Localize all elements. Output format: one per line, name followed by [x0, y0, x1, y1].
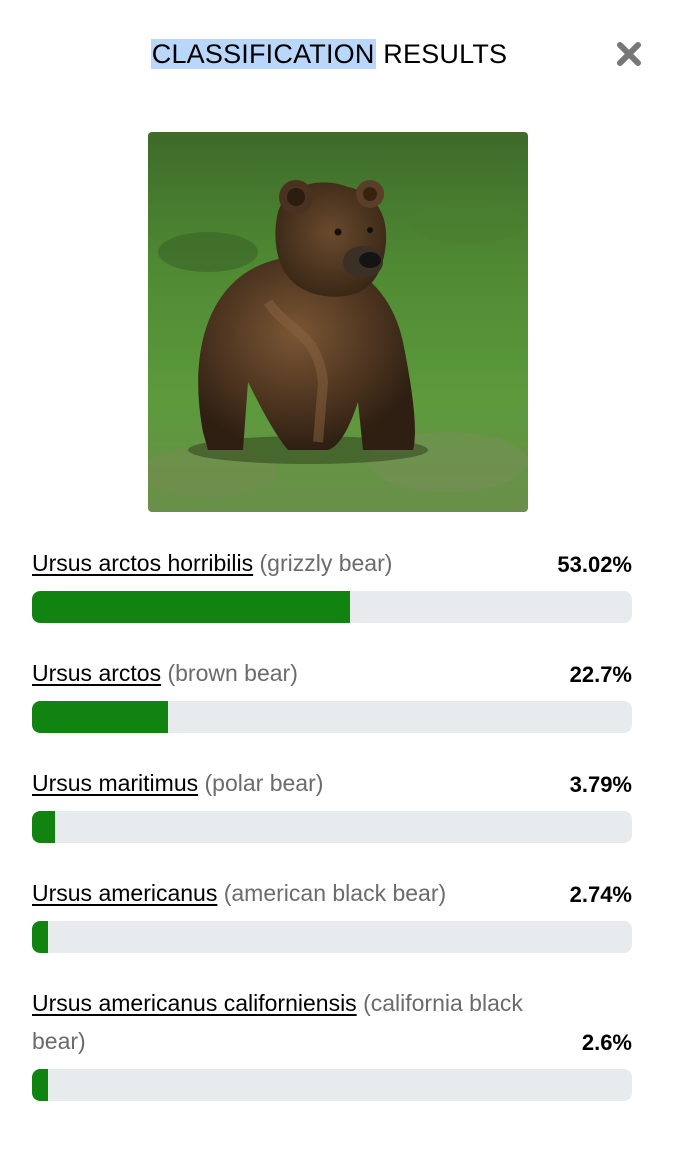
title-rest: RESULTS [383, 39, 508, 69]
result-percent: 22.7% [569, 662, 632, 687]
results-list: Ursus arctos horribilis (grizzly bear) 5… [32, 544, 632, 1101]
result-item: Ursus maritimus (polar bear) 3.79% [32, 764, 632, 874]
result-label: Ursus americanus (american black bear) [32, 874, 446, 912]
result-percent: 3.79% [569, 772, 632, 797]
result-item: Ursus americanus californiensis (califor… [32, 984, 632, 1101]
confidence-bar-track [32, 811, 632, 843]
result-scientific-name-link[interactable]: Ursus arctos [32, 660, 162, 686]
result-label: Ursus arctos (brown bear) [32, 654, 298, 692]
result-percent: 2.6% [581, 1030, 632, 1055]
result-common-name: (brown bear) [167, 660, 298, 686]
result-item: Ursus americanus (american black bear) 2… [32, 874, 632, 984]
confidence-bar-track [32, 591, 632, 623]
result-scientific-name-link[interactable]: Ursus americanus californiensis [32, 990, 357, 1016]
result-percent: 53.02% [557, 552, 632, 577]
title-highlighted-word: CLASSIFICATION [150, 39, 376, 69]
confidence-bar-track [32, 1069, 632, 1101]
result-label: Ursus arctos horribilis (grizzly bear) [32, 544, 392, 582]
result-common-name: (grizzly bear) [259, 550, 393, 576]
confidence-bar-fill [32, 811, 55, 843]
result-scientific-name-link[interactable]: Ursus maritimus [32, 770, 199, 796]
result-label: Ursus maritimus (polar bear) [32, 764, 323, 802]
result-scientific-name-link[interactable]: Ursus arctos horribilis [32, 550, 254, 576]
result-item: Ursus arctos horribilis (grizzly bear) 5… [32, 544, 632, 654]
confidence-bar-fill [32, 921, 49, 953]
result-percent: 2.74% [569, 882, 632, 907]
confidence-bar-track [32, 701, 632, 733]
close-button[interactable] [613, 38, 645, 70]
result-common-name: (american black bear) [223, 880, 447, 906]
result-common-name: (polar bear) [204, 770, 324, 796]
result-common-name: (california black bear) [32, 990, 523, 1054]
dialog-title: CLASSIFICATION RESULTS [0, 33, 658, 75]
bear-photo [148, 132, 528, 512]
result-label: Ursus americanus californiensis (califor… [32, 984, 580, 1060]
confidence-bar-fill [32, 1069, 48, 1101]
confidence-bar-track [32, 921, 632, 953]
close-icon [617, 42, 641, 66]
result-item: Ursus arctos (brown bear) 22.7% [32, 654, 632, 764]
result-scientific-name-link[interactable]: Ursus americanus [32, 880, 218, 906]
bear-image [148, 132, 528, 512]
confidence-bar-fill [32, 591, 351, 623]
confidence-bar-fill [32, 701, 169, 733]
